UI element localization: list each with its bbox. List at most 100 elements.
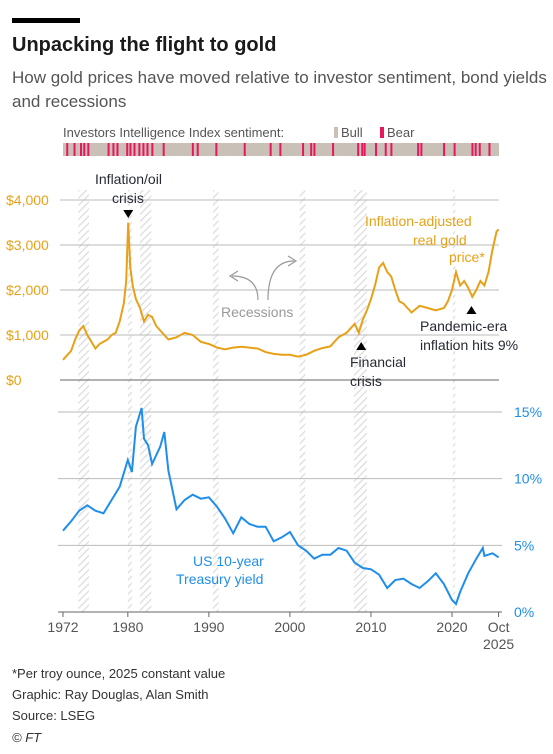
- x-tick-label: 2020: [436, 619, 467, 635]
- bear-sentiment-mark: [196, 143, 199, 156]
- x-tick-label: 1980: [112, 619, 143, 635]
- yield-y-tick-label: 0%: [514, 604, 534, 620]
- chart-subtitle: How gold prices have moved relative to i…: [12, 68, 547, 111]
- bear-sentiment-mark: [83, 143, 86, 156]
- bear-sentiment-mark: [478, 143, 481, 156]
- bear-sentiment-mark: [87, 143, 90, 156]
- recession-bands: [78, 190, 456, 612]
- recessions-arrowhead-right: [287, 255, 298, 267]
- gold-y-tick-label: $0: [6, 372, 22, 388]
- bear-sentiment-mark: [80, 143, 83, 156]
- recessions-arrow-right: [267, 260, 295, 301]
- bear-sentiment-mark: [357, 143, 360, 156]
- bear-sentiment-mark: [313, 143, 316, 156]
- annotation-financial-crisis-line2: crisis: [350, 373, 382, 389]
- bear-sentiment-mark: [332, 143, 335, 156]
- bear-sentiment-mark: [361, 143, 364, 156]
- bear-sentiment-mark: [420, 143, 423, 156]
- chart-title: Unpacking the flight to gold: [12, 34, 277, 56]
- bear-sentiment-mark: [471, 143, 474, 156]
- annotation-oil-crisis-line1: Inflation/oil: [95, 171, 162, 187]
- x-tick-label: 1972: [47, 619, 78, 635]
- bear-sentiment-mark: [191, 143, 194, 156]
- sentiment-strip: Investors Intelligence Index sentiment: …: [63, 125, 499, 156]
- bear-sentiment-mark: [73, 143, 76, 156]
- bear-sentiment-mark: [133, 143, 136, 156]
- gold-series-label-line1: Inflation-adjusted: [365, 213, 472, 229]
- treasury-yield-line: [62, 407, 500, 606]
- bear-sentiment-mark: [215, 143, 218, 156]
- bear-sentiment-mark: [417, 143, 420, 156]
- gold-series-label-line3: price*: [449, 249, 485, 265]
- bull-legend-swatch: [334, 127, 338, 138]
- x-tick-label: 2010: [355, 619, 386, 635]
- yield-series-label-line1: US 10-year: [193, 553, 264, 569]
- annotation-financial-crisis-line1: Financial: [350, 354, 406, 370]
- bear-sentiment-mark: [146, 143, 149, 156]
- annotation-oil-crisis-line2: crisis: [112, 190, 144, 206]
- sentiment-label: Investors Intelligence Index sentiment:: [63, 125, 284, 140]
- bear-sentiment-mark: [375, 143, 378, 156]
- gold-gridlines: $4,000 $3,000 $2,000 $1,000 $0: [6, 192, 499, 388]
- annotation-pandemic-line1: Pandemic-era: [420, 318, 507, 334]
- yield-series-label-line2: Treasury yield: [176, 571, 263, 587]
- yield-y-tick-label: 10%: [514, 471, 542, 487]
- bear-sentiment-mark: [142, 143, 145, 156]
- gold-y-tick-label: $1,000: [6, 327, 49, 343]
- x-tick-label: 2000: [274, 619, 305, 635]
- yield-y-tick-label: 5%: [514, 537, 534, 553]
- recession-band: [212, 190, 219, 612]
- gold-price-line: [62, 222, 500, 361]
- x-tick-label: 1990: [193, 619, 224, 635]
- gold-series-label-line2: real gold: [413, 232, 467, 248]
- ft-copyright: © FT: [12, 730, 42, 745]
- bear-sentiment-mark: [126, 143, 129, 156]
- bear-sentiment-mark: [453, 143, 456, 156]
- bear-sentiment-mark: [310, 143, 313, 156]
- bear-sentiment-mark: [488, 143, 491, 156]
- yield-gridlines: 15% 10% 5% 0%: [58, 404, 542, 620]
- bear-sentiment-mark: [363, 143, 366, 156]
- yield-y-tick-label: 15%: [514, 404, 542, 420]
- bear-legend-label: Bear: [387, 125, 415, 140]
- oil-crisis-marker: [123, 210, 134, 218]
- recession-band: [78, 190, 89, 612]
- annotation-pandemic-line2: inflation hits 9%: [420, 337, 518, 353]
- bear-sentiment-mark: [302, 143, 305, 156]
- bear-sentiment-mark: [384, 143, 387, 156]
- ft-top-bar: [12, 18, 80, 23]
- bear-sentiment-mark: [138, 143, 141, 156]
- recession-band: [452, 190, 456, 612]
- pandemic-marker: [466, 306, 477, 314]
- graphic-credit: Graphic: Ray Douglas, Alan Smith: [12, 687, 209, 702]
- bear-sentiment-mark: [151, 143, 154, 156]
- bear-sentiment-mark: [66, 143, 69, 156]
- bear-legend-swatch: [380, 127, 384, 138]
- bear-sentiment-mark: [129, 143, 132, 156]
- x-tick-label-year: 2025: [483, 636, 514, 652]
- bear-sentiment-mark: [116, 143, 119, 156]
- footnote: *Per troy ounce, 2025 constant value: [12, 666, 226, 681]
- x-tick-label-month: Oct: [488, 619, 510, 635]
- financial-crisis-marker: [356, 342, 367, 350]
- gold-y-tick-label: $4,000: [6, 192, 49, 208]
- source-credit: Source: LSEG: [12, 708, 96, 723]
- bear-sentiment-mark: [443, 143, 446, 156]
- bear-sentiment-mark: [112, 143, 115, 156]
- bear-sentiment-mark: [162, 143, 165, 156]
- recessions-arrow-left: [231, 275, 259, 301]
- chart-canvas: Investors Intelligence Index sentiment: …: [6, 125, 542, 652]
- bear-sentiment-mark: [269, 143, 272, 156]
- recessions-arrowhead-left: [228, 270, 239, 282]
- recession-band: [299, 190, 306, 612]
- bear-sentiment-mark: [474, 143, 477, 156]
- recession-band: [127, 190, 132, 612]
- recession-band: [353, 190, 367, 612]
- bear-sentiment-mark: [243, 143, 246, 156]
- bear-sentiment-mark: [390, 143, 393, 156]
- gold-y-tick-label: $2,000: [6, 282, 49, 298]
- bull-legend-label: Bull: [341, 125, 363, 140]
- recession-band: [139, 190, 152, 612]
- gold-y-tick-label: $3,000: [6, 237, 49, 253]
